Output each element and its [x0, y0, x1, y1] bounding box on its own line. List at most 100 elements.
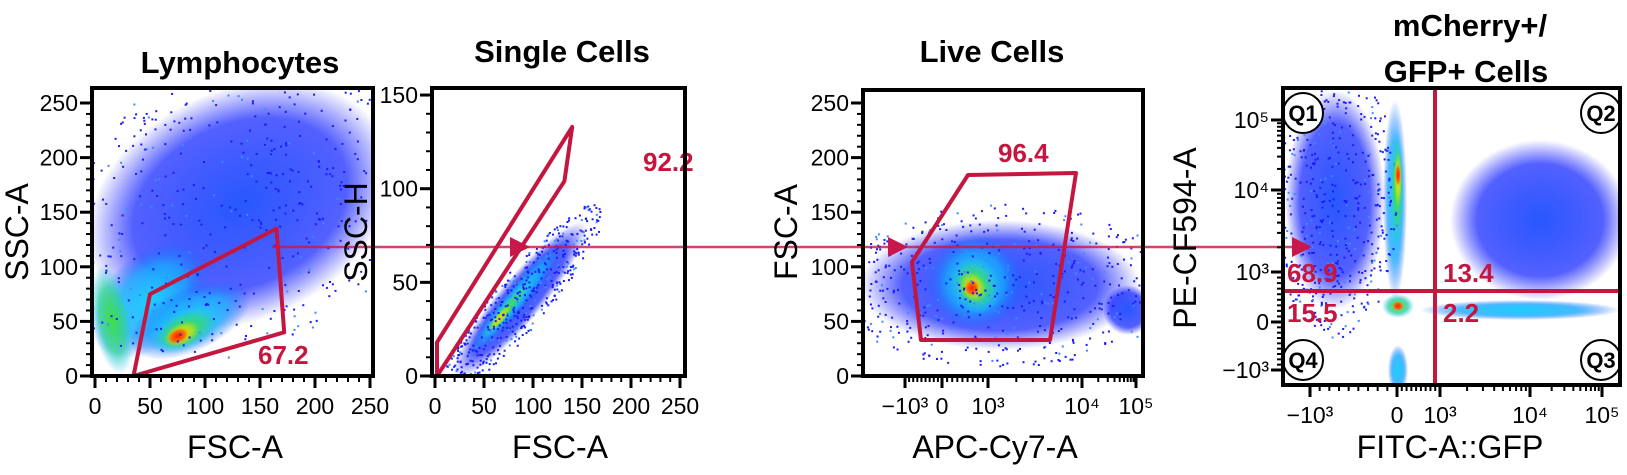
event-dot — [911, 237, 914, 240]
event-dot — [472, 344, 475, 347]
event-dot — [526, 266, 528, 269]
event-dot — [853, 318, 855, 320]
event-dot — [1002, 329, 1004, 332]
event-dot — [285, 142, 287, 145]
event-dot — [529, 304, 532, 307]
event-dot — [557, 272, 560, 275]
event-dot — [314, 311, 317, 314]
event-dot — [107, 255, 110, 258]
event-dot — [521, 275, 524, 278]
event-dot — [917, 260, 920, 263]
event-dot — [495, 362, 497, 365]
event-dot — [135, 331, 138, 334]
event-dot — [1311, 143, 1314, 146]
event-dot — [230, 140, 233, 143]
event-dot — [1312, 162, 1314, 165]
event-dot — [583, 234, 586, 237]
lymphocyte-gate[interactable] — [131, 226, 287, 378]
event-dot — [162, 302, 165, 305]
event-dot — [1103, 280, 1106, 283]
event-dot — [994, 295, 996, 298]
event-dot — [1338, 137, 1341, 140]
event-dot — [1364, 160, 1367, 163]
event-dot — [1033, 281, 1035, 284]
event-dot — [421, 196, 423, 198]
live-cells-gate[interactable] — [910, 171, 1078, 342]
event-dot — [460, 352, 463, 355]
event-dot — [514, 296, 517, 299]
event-dot — [1123, 241, 1126, 243]
event-dot — [1378, 188, 1381, 191]
event-dot — [1289, 293, 1292, 296]
event-dot — [1318, 81, 1320, 83]
event-dot — [928, 354, 931, 357]
event-dot — [203, 295, 206, 298]
event-dot — [506, 304, 509, 307]
event-dot — [1383, 158, 1386, 161]
x-tick-label: 150 — [563, 393, 601, 419]
event-dot — [1375, 99, 1378, 102]
event-dot — [564, 253, 566, 255]
event-dot — [360, 73, 362, 75]
event-dot — [225, 265, 228, 268]
event-dot — [212, 100, 214, 103]
event-dot — [905, 243, 908, 246]
event-dot — [420, 153, 422, 155]
event-dot — [513, 329, 516, 332]
event-dot — [1325, 99, 1328, 102]
event-dot — [310, 185, 313, 188]
event-dot — [586, 220, 589, 223]
event-dot — [1311, 81, 1313, 83]
event-dot — [1057, 249, 1060, 251]
event-dot — [1326, 279, 1328, 282]
event-dot — [1117, 234, 1119, 237]
event-dot — [1334, 285, 1337, 288]
event-dot — [517, 311, 520, 314]
event-dot — [476, 350, 479, 353]
event-dot — [1274, 200, 1276, 202]
event-dot — [272, 209, 275, 212]
event-dot — [532, 287, 535, 290]
event-dot — [464, 334, 467, 337]
event-dot — [1075, 316, 1078, 319]
event-dot — [1297, 139, 1299, 141]
event-dot — [1336, 275, 1339, 277]
event-dot — [922, 314, 925, 317]
event-dot — [518, 290, 521, 293]
event-dot — [1379, 117, 1382, 120]
event-dot — [952, 321, 955, 324]
event-dot — [576, 232, 579, 235]
event-dot — [469, 348, 472, 351]
event-dot — [63, 244, 65, 246]
event-dot — [1344, 244, 1347, 246]
event-dot — [554, 240, 557, 243]
event-dot — [216, 121, 219, 124]
event-dot — [1299, 181, 1302, 184]
event-dot — [451, 396, 453, 398]
event-dot — [1311, 178, 1314, 181]
event-dot — [265, 186, 268, 189]
event-dot — [996, 229, 999, 232]
event-dot — [574, 251, 577, 254]
event-dot — [535, 291, 538, 294]
event-dot — [1302, 205, 1304, 208]
event-dot — [270, 149, 273, 152]
event-dot — [440, 388, 442, 390]
y-tick-label: 150 — [40, 199, 78, 225]
event-dot — [525, 279, 528, 282]
event-dot — [152, 268, 155, 271]
event-dot — [531, 289, 534, 292]
event-dot — [1161, 308, 1163, 310]
gate-1-percent: 67.2 — [258, 340, 309, 370]
event-dot — [80, 298, 82, 300]
event-dot — [529, 261, 531, 264]
event-dot — [874, 280, 877, 283]
event-dot — [910, 254, 913, 257]
event-dot — [945, 229, 948, 231]
event-dot — [1353, 228, 1356, 231]
event-dot — [495, 291, 498, 294]
event-dot — [1089, 327, 1092, 330]
event-dot — [1058, 360, 1061, 362]
event-dot — [1109, 228, 1112, 230]
